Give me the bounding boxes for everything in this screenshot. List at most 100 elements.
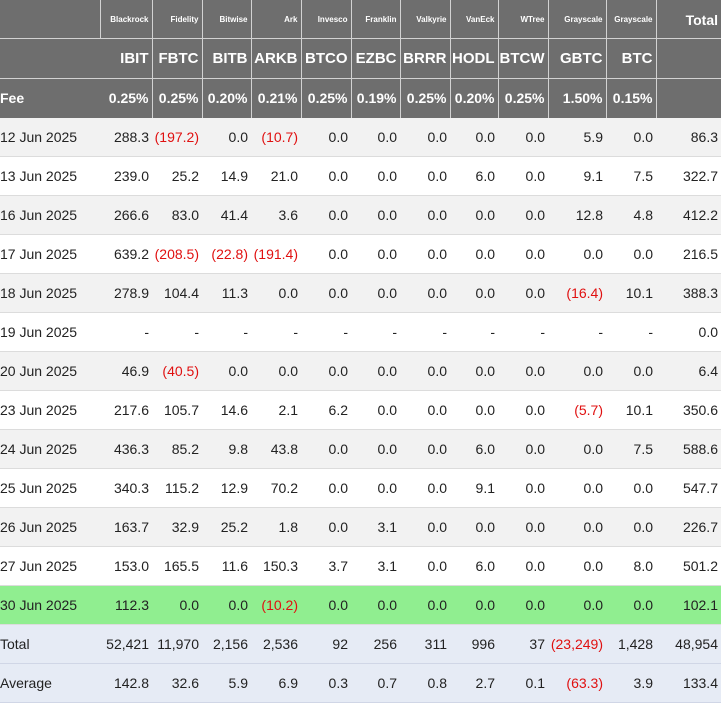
ticker-label: HODL: [450, 38, 499, 79]
average_row-cell: (63.3): [548, 663, 606, 703]
flow-cell: 0.0: [606, 585, 656, 625]
flow-cell: 0.0: [450, 195, 498, 235]
flow-cell: 0.0: [400, 351, 450, 391]
fee-value: 0.25%: [400, 78, 451, 118]
flow-cell: 0.0: [400, 585, 450, 625]
table-row: 27 Jun 2025 153.0 165.5 11.6 150.3 3.7 3.1 0.0 6…: [0, 546, 721, 586]
flow-cell: 340.3: [100, 468, 152, 508]
flow-cell: 83.0: [152, 195, 202, 235]
flow-cell: 21.0: [251, 156, 301, 196]
flow-cell: 25.2: [202, 507, 251, 547]
flow-cell: 0.0: [202, 585, 251, 625]
fee-value: 0.25%: [100, 78, 153, 118]
flow-cell: 3.6: [251, 195, 301, 235]
table-row: 20 Jun 2025 46.9 (40.5) 0.0 0.0 0.0 0.0 0.0 0.0 0…: [0, 351, 721, 391]
flow-cell: (10.7): [251, 117, 301, 157]
total-header: Total: [656, 0, 721, 39]
row-total-cell: 388.3: [656, 273, 721, 313]
total_row-cell: 92: [301, 624, 351, 664]
flow-cell: 0.0: [351, 156, 400, 196]
issuer-label: Valkyrie: [400, 0, 451, 39]
flow-cell: 6.0: [450, 429, 498, 469]
flow-cell: 0.0: [301, 273, 351, 313]
flow-cell: 115.2: [152, 468, 202, 508]
flow-cell: (5.7): [548, 390, 606, 430]
date-cell: 27 Jun 2025: [0, 546, 100, 586]
ticker-label: ARKB: [251, 38, 302, 79]
table-row: 25 Jun 2025 340.3 115.2 12.9 70.2 0.0 0.0 0.0 9.…: [0, 468, 721, 508]
average_row-cell: 3.9: [606, 663, 656, 703]
table-row: 26 Jun 2025 163.7 32.9 25.2 1.8 0.0 3.1 0.0 0.0 0…: [0, 507, 721, 547]
table-row: 16 Jun 2025 266.6 83.0 41.4 3.6 0.0 0.0 0.0 0.0 0…: [0, 195, 721, 235]
flow-cell: 0.0: [152, 585, 202, 625]
total_row-cell: 256: [351, 624, 400, 664]
issuer-label: Bitwise: [202, 0, 252, 39]
ticker-header-row: IBIT FBTC BITB ARKB BTCO EZBC BRRR HODL BTCW GBTC…: [0, 38, 721, 79]
fee-value: 1.50%: [548, 78, 607, 118]
flow-cell: 4.8: [606, 195, 656, 235]
average_row-cell: 5.9: [202, 663, 251, 703]
flow-cell: 288.3: [100, 117, 152, 157]
flow-cell: 70.2: [251, 468, 301, 508]
row-total-cell: 226.7: [656, 507, 721, 547]
average_row-cell: 6.9: [251, 663, 301, 703]
flow-cell: 0.0: [450, 117, 498, 157]
flow-cell: 0.0: [498, 273, 548, 313]
flow-cell: 153.0: [100, 546, 152, 586]
row-total-cell: 412.2: [656, 195, 721, 235]
table-row: 19 Jun 2025- - - - - - - - - - -0.0: [0, 312, 721, 352]
flow-cell: 0.0: [606, 468, 656, 508]
flow-cell: 0.0: [301, 507, 351, 547]
ticker-corner: [0, 38, 100, 79]
flow-cell: 7.5: [606, 429, 656, 469]
ticker-label: BTCO: [301, 38, 352, 79]
table-row: 23 Jun 2025 217.6 105.7 14.6 2.1 6.2 0.0 0.0 0.0…: [0, 390, 721, 430]
flow-cell: 0.0: [400, 117, 450, 157]
flow-cell: 6.2: [301, 390, 351, 430]
total-row: Total 52,421 11,970 2,156 2,536 92 256 311 996 37…: [0, 624, 721, 664]
flow-cell: 0.0: [351, 468, 400, 508]
fee-label: Fee: [0, 78, 100, 118]
date-cell: 23 Jun 2025: [0, 390, 100, 430]
ticker-label: GBTC: [548, 38, 607, 79]
flow-cell: 0.0: [202, 117, 251, 157]
flow-cell: 0.0: [301, 429, 351, 469]
flow-cell: 3.7: [301, 546, 351, 586]
flow-cell: 0.0: [606, 234, 656, 274]
total_row-label: Total: [0, 624, 100, 664]
flow-cell: 0.0: [450, 351, 498, 391]
date-cell: 16 Jun 2025: [0, 195, 100, 235]
issuer-header-row: Blackrock Fidelity Bitwise Ark Invesco Frankl…: [0, 0, 721, 39]
ticker-label: EZBC: [351, 38, 401, 79]
flow-cell: 9.8: [202, 429, 251, 469]
flow-cell: 0.0: [498, 585, 548, 625]
flow-cell: 11.6: [202, 546, 251, 586]
total_row-cell: 37: [498, 624, 548, 664]
date-cell: 26 Jun 2025: [0, 507, 100, 547]
flow-cell: 0.0: [351, 273, 400, 313]
ticker-label: FBTC: [152, 38, 203, 79]
flow-cell: 10.1: [606, 273, 656, 313]
flow-cell: (16.4): [548, 273, 606, 313]
flow-cell: 0.0: [351, 234, 400, 274]
flow-cell: 0.0: [351, 351, 400, 391]
flow-cell: 9.1: [450, 468, 498, 508]
flow-cell: 112.3: [100, 585, 152, 625]
total_row-cell: 311: [400, 624, 450, 664]
issuer-label: Ark: [251, 0, 302, 39]
issuer-label: Franklin: [351, 0, 401, 39]
flow-cell: 0.0: [400, 156, 450, 196]
average_row-cell: 142.8: [100, 663, 152, 703]
flow-cell: 0.0: [301, 351, 351, 391]
daily-flows-body: 12 Jun 2025 288.3 (197.2) 0.0 (10.7) 0.0 0.0 0.…: [0, 117, 721, 625]
flow-cell: 0.0: [548, 585, 606, 625]
flow-cell: 163.7: [100, 507, 152, 547]
flow-cell: 43.8: [251, 429, 301, 469]
ticker-label: BRRR: [400, 38, 451, 79]
fee-value: 0.20%: [202, 78, 252, 118]
flow-cell: 0.0: [548, 351, 606, 391]
flow-cell: 0.0: [400, 507, 450, 547]
flow-cell: 0.0: [450, 273, 498, 313]
flow-cell: 165.5: [152, 546, 202, 586]
